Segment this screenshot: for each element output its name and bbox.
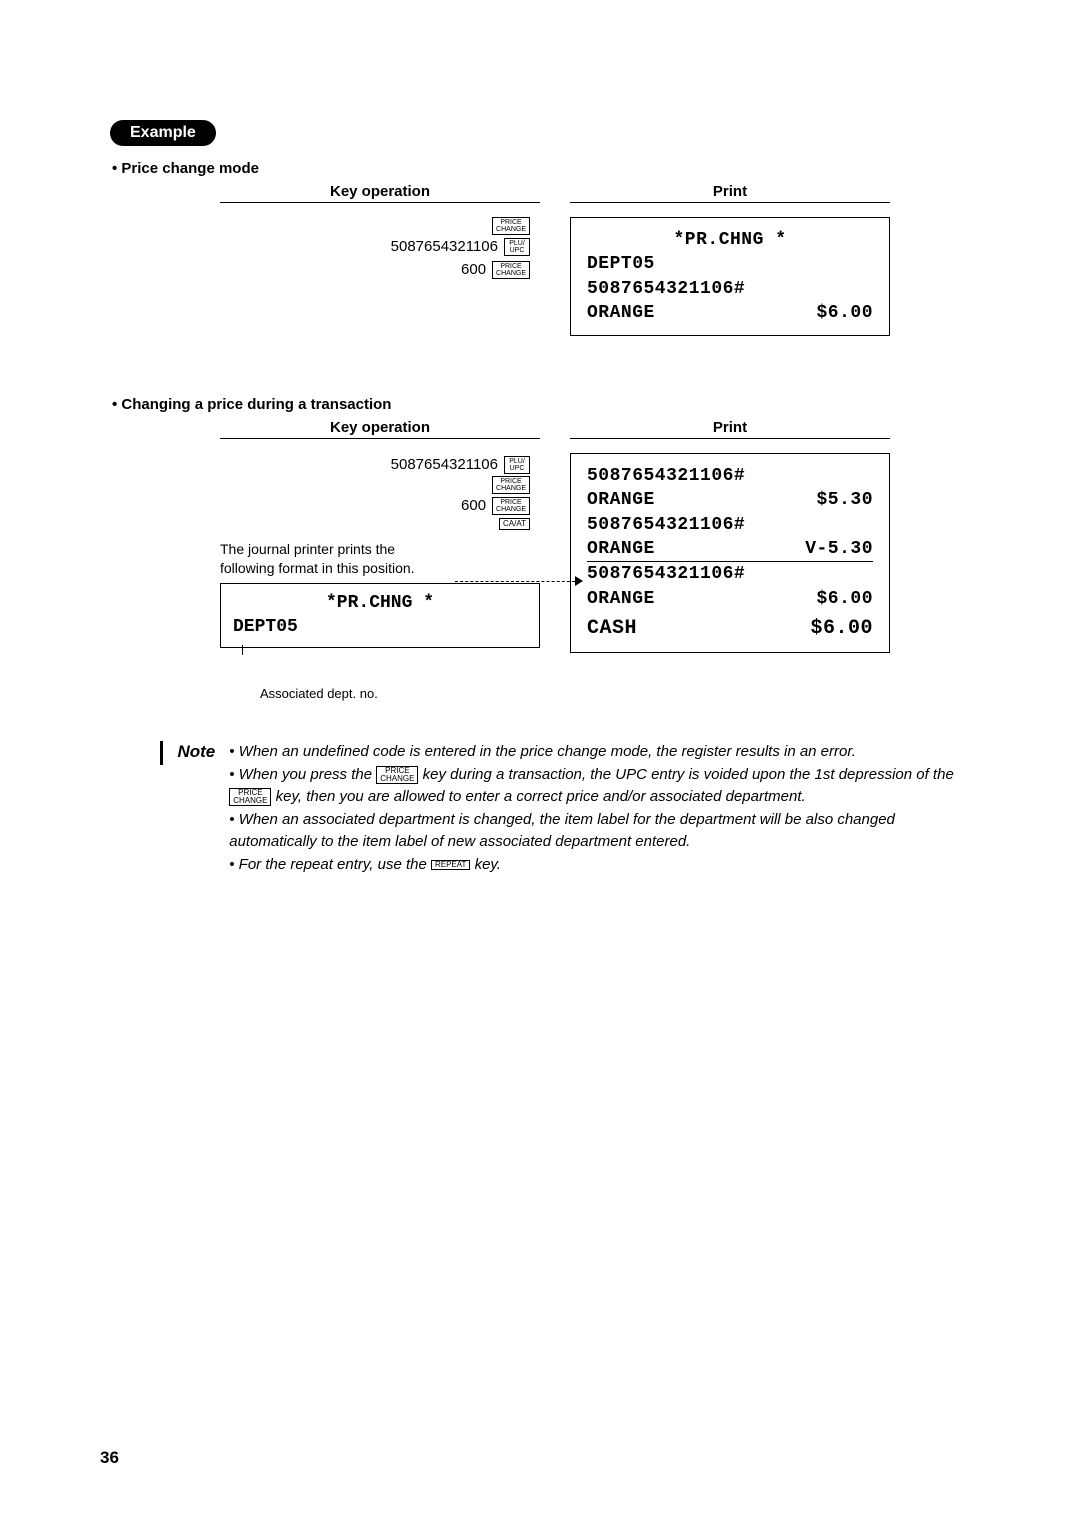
key-row: PRICECHANGE — [220, 217, 530, 235]
key-row: 5087654321106 PLU/UPC — [220, 453, 530, 476]
price-change-key: PRICECHANGE — [492, 261, 530, 279]
print-dept: DEPT05 — [587, 252, 873, 276]
key-text: 5087654321106 — [391, 453, 498, 476]
arrow-head-icon — [575, 576, 583, 586]
key-text: 5087654321106 — [391, 235, 498, 258]
print-box: *PR.CHNG * DEPT05 5087654321106# ORANGE … — [570, 217, 890, 336]
note-item: For the repeat entry, use the REPEAT key… — [229, 854, 980, 877]
caat-key: CA/AT — [499, 518, 530, 530]
price-change-key-inline: PRICECHANGE — [376, 766, 418, 784]
key-op-body: 5087654321106 PLU/UPC PRICECHANGE 600 PR… — [220, 453, 540, 530]
print-title: *PR.CHNG * — [587, 228, 873, 252]
key-row: PRICECHANGE — [220, 476, 530, 494]
dashed-connector — [455, 581, 575, 582]
cash-label: CASH — [587, 615, 637, 642]
key-row: CA/AT — [220, 518, 530, 530]
note-item: When an undefined code is entered in the… — [229, 741, 980, 764]
tick-mark — [242, 645, 243, 655]
print-price: $5.30 — [816, 488, 873, 512]
note-text: For the repeat entry, use the REPEAT key… — [239, 856, 501, 873]
key-row: 600 PRICECHANGE — [220, 258, 530, 281]
print-code: 5087654321106# — [587, 562, 873, 586]
print-price: $6.00 — [816, 587, 873, 611]
print-item: ORANGE — [587, 488, 655, 512]
cash-amount: $6.00 — [810, 615, 873, 642]
print-item: ORANGE — [587, 537, 655, 561]
section1-print-col: Print *PR.CHNG * DEPT05 5087654321106# O… — [570, 183, 890, 336]
print-item-row: ORANGE $6.00 — [587, 587, 873, 611]
journal-note-line2: following format in this position. — [220, 560, 415, 576]
journal-dept: DEPT05 — [233, 616, 527, 639]
note-text: When you press the PRICECHANGE key durin… — [229, 766, 954, 806]
print-code: 5087654321106# — [587, 464, 873, 488]
note-body: When an undefined code is entered in the… — [229, 741, 980, 876]
key-op-body: PRICECHANGE 5087654321106 PLU/UPC 600 PR… — [220, 217, 540, 282]
key-text: 600 — [461, 258, 486, 281]
key-row: 600 PRICECHANGE — [220, 494, 530, 517]
print-item: ORANGE — [587, 587, 655, 611]
key-op-header: Key operation — [220, 183, 540, 203]
note-bar-icon — [160, 741, 163, 765]
journal-box: *PR.CHNG * DEPT05 — [220, 583, 540, 648]
print-box: 5087654321106# ORANGE $5.30 508765432110… — [570, 453, 890, 653]
print-price: $6.00 — [816, 301, 873, 325]
print-item: ORANGE — [587, 301, 655, 325]
price-change-key: PRICECHANGE — [492, 217, 530, 235]
note-label: Note — [177, 741, 215, 876]
journal-note-line1: The journal printer prints the — [220, 541, 395, 557]
example-badge: Example — [110, 120, 216, 146]
note-section: Note When an undefined code is entered i… — [160, 741, 980, 876]
note-text: When an undefined code is entered in the… — [239, 743, 856, 760]
section1-heading: • Price change mode — [112, 160, 980, 177]
print-code: 5087654321106# — [587, 277, 873, 301]
print-header: Print — [570, 419, 890, 439]
print-header: Print — [570, 183, 890, 203]
key-op-header: Key operation — [220, 419, 540, 439]
page-number: 36 — [100, 1448, 119, 1468]
section2-columns: Key operation 5087654321106 PLU/UPC PRIC… — [220, 419, 980, 701]
print-item-row: ORANGE $6.00 — [587, 301, 873, 325]
key-text: 600 — [461, 494, 486, 517]
assoc-note: Associated dept. no. — [260, 686, 540, 701]
section2-key-col: Key operation 5087654321106 PLU/UPC PRIC… — [220, 419, 540, 701]
repeat-key-inline: REPEAT — [431, 860, 470, 870]
section2-print-col: Print 5087654321106# ORANGE $5.30 508765… — [570, 419, 890, 701]
price-change-key: PRICECHANGE — [492, 497, 530, 515]
note-text: When an associated department is changed… — [229, 811, 895, 851]
price-change-key-inline: PRICECHANGE — [229, 788, 271, 806]
print-code: 5087654321106# — [587, 513, 873, 537]
key-row: 5087654321106 PLU/UPC — [220, 235, 530, 258]
section1-key-col: Key operation PRICECHANGE 5087654321106 … — [220, 183, 540, 336]
price-change-key: PRICECHANGE — [492, 476, 530, 494]
journal-note: The journal printer prints the following… — [220, 540, 540, 578]
section1-columns: Key operation PRICECHANGE 5087654321106 … — [220, 183, 980, 336]
print-item-row: ORANGE V-5.30 — [587, 537, 873, 562]
plu-upc-key: PLU/UPC — [504, 456, 530, 474]
journal-title: *PR.CHNG * — [233, 592, 527, 615]
print-item-row: ORANGE $5.30 — [587, 488, 873, 512]
print-price: V-5.30 — [805, 537, 873, 561]
section2-heading: • Changing a price during a transaction — [112, 396, 980, 413]
cash-row: CASH $6.00 — [587, 615, 873, 642]
note-item: When an associated department is changed… — [229, 809, 980, 854]
plu-upc-key: PLU/UPC — [504, 238, 530, 256]
note-item: When you press the PRICECHANGE key durin… — [229, 764, 980, 809]
